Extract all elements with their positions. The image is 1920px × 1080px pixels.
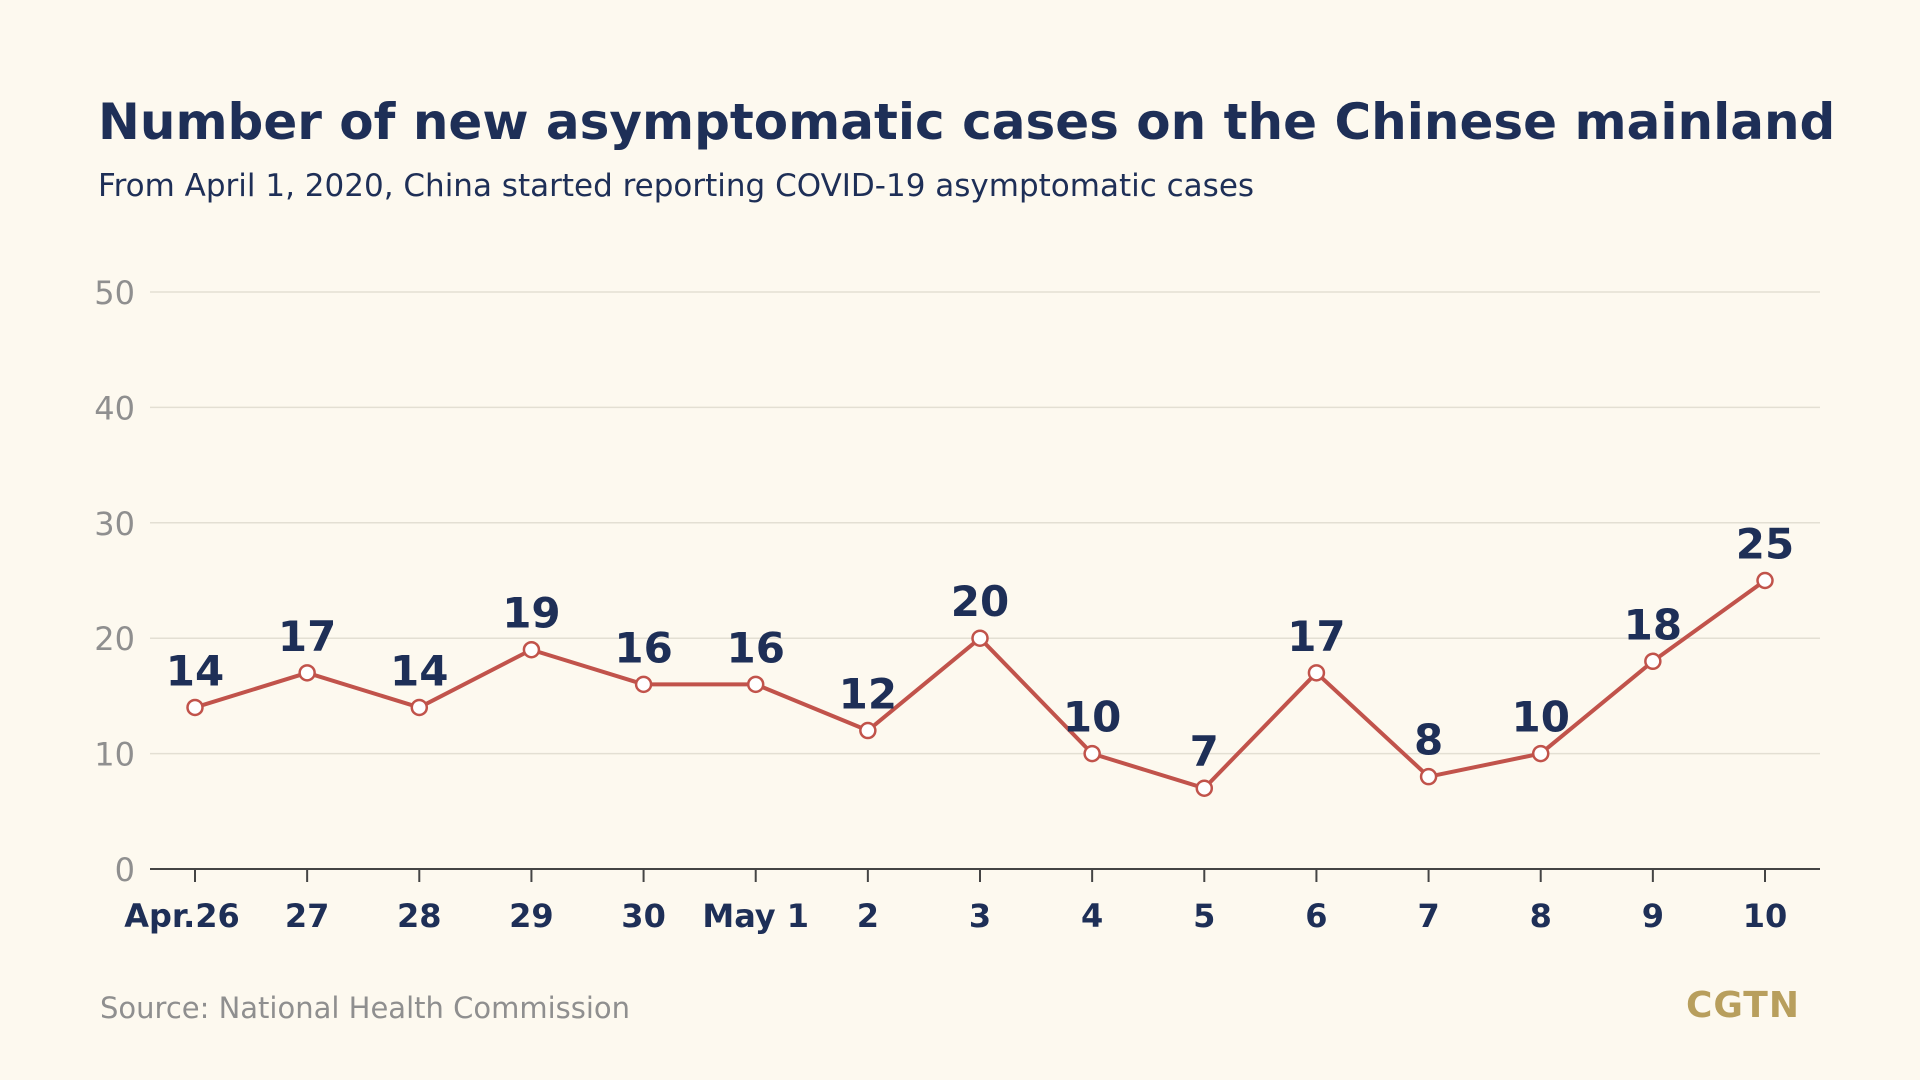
x-tick-label: 29 (509, 897, 554, 935)
x-tick-label: 8 (1530, 897, 1552, 935)
data-point (634, 675, 653, 694)
data-point (746, 675, 765, 694)
x-tick-label: 9 (1642, 897, 1664, 935)
x-tick-label: 3 (969, 897, 991, 935)
x-tick-label: 10 (1743, 897, 1788, 935)
data-label: 8 (1414, 716, 1443, 765)
x-tick-label: 30 (621, 897, 666, 935)
data-series (186, 571, 1774, 797)
y-axis: 0 10 20 30 40 50 (94, 274, 135, 889)
data-label: 20 (951, 577, 1009, 626)
data-label: 16 (614, 623, 672, 672)
data-label: 10 (1511, 693, 1569, 742)
y-tick-label: 10 (94, 736, 135, 774)
x-tick-label: 5 (1193, 897, 1215, 935)
x-tick-label: 2 (857, 897, 879, 935)
x-tick-label: 6 (1305, 897, 1327, 935)
chart-title: Number of new asymptomatic cases on the … (98, 93, 1836, 151)
source-note: Source: National Health Commission (100, 991, 631, 1025)
data-point (298, 664, 316, 682)
data-point (1083, 744, 1101, 763)
data-labels: 14 17 14 19 16 16 12 20 10 7 17 8 10 18 25 (166, 520, 1794, 777)
x-axis: Apr.26 27 28 29 30 May 1 2 3 4 5 6 7 8 9 10 (124, 868, 1820, 935)
data-label: 17 (278, 612, 336, 661)
y-tick-label: 30 (94, 505, 135, 543)
data-label: 17 (1287, 612, 1345, 661)
x-tick-label: May 1 (702, 897, 809, 935)
grid-lines (150, 291, 1820, 755)
data-label: 7 (1190, 727, 1219, 776)
cgtn-logo: CGTN (1685, 985, 1800, 1026)
data-point (1419, 767, 1438, 786)
x-tick-label: 4 (1081, 897, 1103, 935)
x-tick-label: 7 (1417, 897, 1439, 935)
data-label: 14 (166, 646, 224, 695)
x-tick-label: 27 (285, 897, 330, 935)
data-label: 10 (1063, 693, 1121, 742)
data-point (1307, 664, 1326, 682)
x-tick-label: Apr.26 (124, 897, 240, 935)
data-label: 18 (1624, 600, 1682, 649)
y-tick-label: 20 (94, 620, 135, 658)
data-point (859, 721, 877, 740)
data-point (522, 640, 541, 659)
data-point (1644, 652, 1662, 671)
y-tick-label: 0 (115, 851, 135, 889)
data-point (1756, 571, 1774, 590)
data-label: 19 (502, 589, 560, 638)
data-label: 12 (839, 670, 897, 719)
data-point (1195, 779, 1214, 797)
data-point (410, 698, 429, 717)
y-tick-label: 50 (94, 274, 135, 312)
data-point (186, 698, 204, 717)
data-label: 25 (1736, 520, 1794, 569)
x-tick-label: 28 (397, 897, 442, 935)
chart-subtitle: From April 1, 2020, China started report… (98, 168, 1255, 204)
data-point (971, 629, 989, 647)
data-point (1531, 744, 1550, 763)
data-label: 14 (390, 646, 448, 695)
y-tick-label: 40 (94, 389, 135, 427)
data-label: 16 (726, 623, 784, 672)
